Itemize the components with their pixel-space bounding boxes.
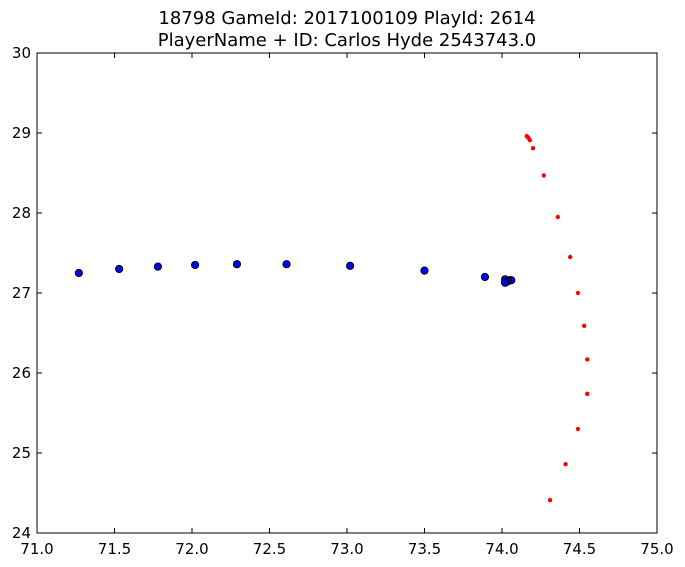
data-point-series-1 [420, 266, 429, 275]
y-tick-label: 24 [12, 524, 31, 542]
y-tick-label: 27 [12, 284, 31, 302]
data-point-series-2 [575, 290, 581, 296]
y-tick-label: 25 [12, 444, 31, 462]
plot-area-frame [36, 52, 658, 534]
x-tick-label: 72.5 [253, 540, 286, 558]
data-point-series-2 [527, 138, 533, 143]
y-tick-label: 29 [12, 124, 31, 142]
data-point-series-2 [575, 426, 581, 432]
axis-tick-labels: 71.0 71.5 72.0 72.5 73.0 73.5 74.0 74.5 75.0 24 25… [12, 44, 674, 558]
x-tick-label: 74.0 [485, 540, 518, 558]
y-tick-label: 30 [12, 44, 31, 62]
data-point-series-2 [581, 323, 587, 328]
x-tick-label: 75.0 [640, 540, 673, 558]
data-point-series-1 [501, 278, 510, 287]
data-point-series-1 [74, 268, 83, 278]
x-tick-label: 73.5 [408, 540, 441, 558]
data-point-series-2 [530, 146, 536, 151]
y-tick-label: 26 [12, 364, 31, 382]
data-point-series-2 [563, 462, 568, 467]
y-tick-label: 28 [12, 204, 31, 222]
data-point-series-1 [115, 264, 124, 274]
x-tick-label: 73.0 [330, 540, 363, 558]
data-point-series-1 [191, 260, 200, 270]
data-point-series-2 [541, 173, 547, 178]
data-point-series-2 [585, 357, 590, 362]
data-point-series-1 [346, 261, 355, 270]
data-point-series-2 [547, 498, 553, 503]
x-tick-label: 72.0 [175, 540, 208, 558]
x-tick-label: 74.5 [563, 540, 596, 558]
data-point-series-1 [153, 262, 162, 271]
data-point-series-2 [585, 391, 590, 396]
x-tick-label: 71.0 [20, 540, 53, 558]
data-points [74, 134, 590, 503]
x-tick-label: 71.5 [98, 540, 131, 558]
data-point-series-1 [232, 260, 242, 269]
data-point-series-1 [480, 272, 490, 282]
chart-title-line-1: 18798 GameId: 2017100109 PlayId: 2614 [158, 8, 536, 29]
data-point-series-2 [555, 214, 560, 220]
data-point-series-2 [568, 254, 573, 260]
data-point-series-1 [282, 260, 291, 269]
chart-title-line-2: PlayerName + ID: Carlos Hyde 2543743.0 [157, 30, 537, 51]
axis-ticks [36, 52, 658, 534]
